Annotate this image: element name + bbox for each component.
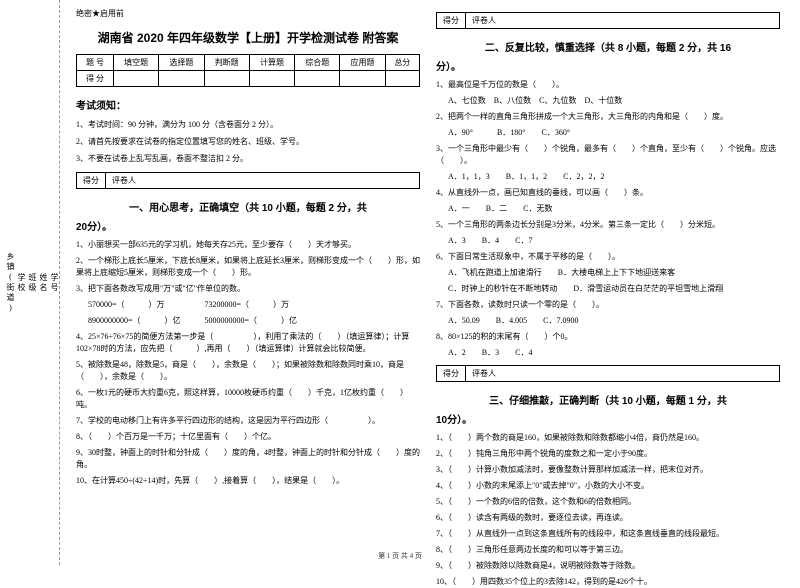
section-2-title-cont: 分）。	[436, 58, 780, 73]
question: 7、学校的电动移门上有许多平行四边形的结构，这是因为平行四边形（ ）。	[76, 415, 420, 427]
question: 4、（ ）小数的末尾添上"0"或去掉"0"，小数的大小不变。	[436, 480, 780, 492]
cell	[114, 71, 159, 87]
options: A．90° B．180° C．360°	[448, 127, 780, 139]
page-footer: 第 1 页 共 4 页	[0, 551, 800, 561]
question: 9、30时整，钟面上的时针和分针成（ ）度的角，4时整，钟面上的时针和分针成（ …	[76, 447, 420, 471]
question: 2、一个梯形上底长5厘米，下底长8厘米，如果将上底延长3厘米，则梯形变成一个（ …	[76, 255, 420, 279]
options: A．飞机在跑道上加速滑行 B．大楼电梯上上下下地迎送来客	[448, 267, 780, 279]
binding-label: 学号	[49, 273, 60, 293]
question: 10、（ ）用四数35个位上的3去除142，得到的是426个十。	[436, 576, 780, 588]
cell: 总分	[385, 55, 419, 71]
options: A．一 B．二 C．无数	[448, 203, 780, 215]
question: 6、下面日常生活现象中，不属于平移的是（ ）。	[436, 251, 780, 263]
options: A、七位数 B、八位数 C、九位数 D、十位数	[448, 95, 780, 107]
options: A．1，1，3 B．1，1，2 C．2，2，2	[448, 171, 780, 183]
binding-label: 乡镇(街道)	[5, 252, 16, 314]
question: 8、（ ）个百万是一千万；十亿里面有（ ）个亿。	[76, 431, 420, 443]
options: A．2 B．3 C．4	[448, 347, 780, 359]
question: 5、一个三角形的两条边长分别是3分米，4分米。第三条一定比（ ）分米短。	[436, 219, 780, 231]
binding-label: 学校	[16, 273, 27, 293]
cell	[204, 71, 249, 87]
question: 4、从直线外一点，画已知直线的垂线，可以画（ ）条。	[436, 187, 780, 199]
cell	[340, 71, 385, 87]
binding-label: 姓名	[38, 273, 49, 293]
cell: 题 号	[77, 55, 114, 71]
score-label: 得分	[437, 366, 466, 381]
section-3-title-cont: 10分）。	[436, 411, 780, 426]
question: 8、80×125的积的末尾有（ ）个0。	[436, 331, 780, 343]
page: 学号 姓名 班级 学校 乡镇(街道) 绝密★启用前 湖南省 2020 年四年级数…	[0, 0, 800, 565]
question: 1、最高位是千万位的数是（ ）。	[436, 79, 780, 91]
question: 1、（ ）两个数的商是160，如果被除数和除数都缩小4倍，商仍然是160。	[436, 432, 780, 444]
cell: 应用题	[340, 55, 385, 71]
score-box: 得分 评卷人	[436, 12, 780, 29]
question: 10、在计算450÷(42÷14)时，先算（ ）,接着算（ ），结果是（ ）。	[76, 475, 420, 487]
notice-item: 3、不要在试卷上乱写乱画，卷面不整洁扣 2 分。	[76, 153, 420, 164]
section-2-title: 二、反复比较，慎重选择（共 8 小题，每题 2 分，共 16	[436, 39, 780, 54]
section-3-title: 三、仔细推敲，正确判断（共 10 小题，每题 1 分，共	[436, 392, 780, 407]
score-table: 题 号 填空题 选择题 判断题 计算题 综合题 应用题 总分 得 分	[76, 54, 420, 87]
question: 3、把下面各数改写成用"万"或"亿"作单位的数。	[76, 283, 420, 295]
secret-marker: 绝密★启用前	[76, 8, 420, 19]
left-column: 绝密★启用前 湖南省 2020 年四年级数学【上册】开学检测试卷 附答案 题 号…	[68, 8, 428, 557]
cell	[385, 71, 419, 87]
score-box: 得分 评卷人	[76, 172, 420, 189]
question: 7、（ ）从直线外一点到这条直线所有的线段中，和这条直线垂直的线段最短。	[436, 528, 780, 540]
options: A．50.09 B．4.005 C．7.0900	[448, 315, 780, 327]
score-box: 得分 评卷人	[436, 365, 780, 382]
cell	[249, 71, 294, 87]
section-1-title: 一、用心思考，正确填空（共 10 小题，每题 2 分，共	[76, 199, 420, 214]
cell: 综合题	[295, 55, 340, 71]
cell: 判断题	[204, 55, 249, 71]
question: 2、（ ）钝角三角形中两个锐角的度数之和一定小于90度。	[436, 448, 780, 460]
question: 6、一枚1元的硬币大约重6克，照这样算，10000枚硬币约重（ ）千克，1亿枚约…	[76, 387, 420, 411]
right-column: 得分 评卷人 二、反复比较，慎重选择（共 8 小题，每题 2 分，共 16 分）…	[428, 8, 788, 557]
grader-label: 评卷人	[106, 173, 142, 188]
cell	[295, 71, 340, 87]
question: 1、小丽想买一部635元的学习机，她每天存25元，至少要存（ ）天才够买。	[76, 239, 420, 251]
grader-label: 评卷人	[466, 13, 502, 28]
binding-label: 班级	[27, 273, 38, 293]
exam-title: 湖南省 2020 年四年级数学【上册】开学检测试卷 附答案	[76, 29, 420, 46]
options: A．3 B．4 C．7	[448, 235, 780, 247]
cell: 选择题	[159, 55, 204, 71]
question: 5、被除数是48，除数是5，商是（ ），余数是（ ）；如果被除数和除数同时乘10…	[76, 359, 420, 383]
notice-item: 1、考试时间：90 分钟，满分为 100 分（含卷面分 2 分）。	[76, 119, 420, 130]
table-row: 题 号 填空题 选择题 判断题 计算题 综合题 应用题 总分	[77, 55, 420, 71]
cell: 计算题	[249, 55, 294, 71]
question: 2、把两个一样的直角三角形拼成一个大三角形，大三角形的内角和是（ ）度。	[436, 111, 780, 123]
question-sub: 570000=（ ）万 73200000=（ ）万	[88, 299, 420, 311]
score-label: 得分	[437, 13, 466, 28]
section-1-title-cont: 20分）。	[76, 218, 420, 233]
content-area: 绝密★启用前 湖南省 2020 年四年级数学【上册】开学检测试卷 附答案 题 号…	[60, 0, 800, 565]
question: 4、25×76÷76×75的简便方法第一步是（ ），利用了乘法的（ ）（填运算律…	[76, 331, 420, 355]
notice-title: 考试须知：	[76, 97, 420, 112]
notice-item: 2、请首先按要求在试卷的指定位置填写您的姓名、班级、学号。	[76, 136, 420, 147]
cell: 得 分	[77, 71, 114, 87]
question: 7、下面各数，读数时只读一个零的是（ ）。	[436, 299, 780, 311]
grader-label: 评卷人	[466, 366, 502, 381]
cell: 填空题	[114, 55, 159, 71]
question: 3、（ ）计算小数加减法时，要像整数计算那样加减法一样，把末位对齐。	[436, 464, 780, 476]
binding-margin: 学号 姓名 班级 学校 乡镇(街道)	[0, 0, 60, 565]
question: 3、一个三角形中最少有（ ）个锐角，最多有（ ）个直角，至少有（ ）个锐角。应选…	[436, 143, 780, 167]
cell	[159, 71, 204, 87]
binding-labels: 学号 姓名 班级 学校 乡镇(街道)	[5, 0, 60, 565]
question: 5、（ ）一个数的6倍的倍数，这个数和6的倍数相同。	[436, 496, 780, 508]
question-sub: 8900000000=（ ）亿 5000000000=（ ）亿	[88, 315, 420, 327]
score-label: 得分	[77, 173, 106, 188]
question: 6、（ ）读含有两级的数时，要逐位去读，再连读。	[436, 512, 780, 524]
options: C．时钟上的秒针在不断地转动 D．滑雪运动员在白茫茫的平坦雪地上滑翔	[448, 283, 780, 295]
table-row: 得 分	[77, 71, 420, 87]
question: 9、（ ）被除数除以除数商是4，说明被除数等于除数。	[436, 560, 780, 572]
